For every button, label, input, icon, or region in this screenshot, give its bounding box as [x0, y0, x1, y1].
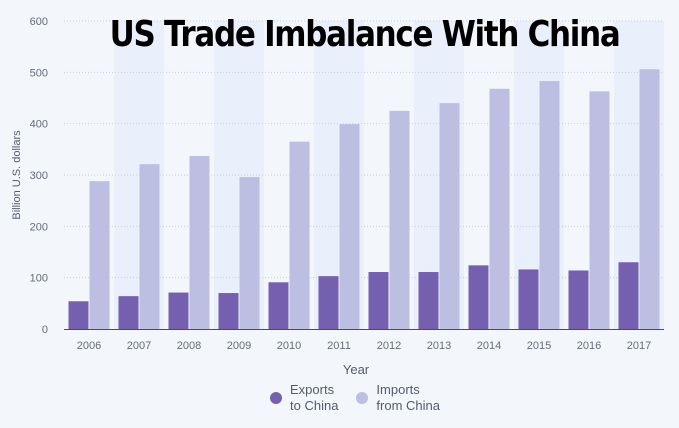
bar-imports[interactable] — [289, 141, 310, 329]
bar-imports[interactable] — [189, 156, 210, 329]
y-tick-label: 200 — [30, 221, 48, 233]
y-tick-label: 300 — [30, 170, 48, 182]
y-tick-label: 600 — [30, 16, 48, 28]
y-tick-label: 400 — [30, 119, 48, 131]
bar-exports[interactable] — [68, 301, 89, 329]
x-axis-title: Year — [343, 362, 370, 377]
legend-item-exports[interactable]: Exports to China — [270, 382, 338, 414]
bar-imports[interactable] — [139, 164, 160, 329]
bar-imports[interactable] — [589, 91, 610, 330]
x-tick-label: 2009 — [227, 340, 251, 352]
legend-dot-imports — [356, 392, 369, 404]
bar-exports[interactable] — [468, 265, 489, 329]
bar-exports[interactable] — [118, 296, 139, 329]
y-axis-title: Billion U.S. dollars — [11, 130, 23, 220]
bar-imports[interactable] — [489, 88, 510, 329]
bar-exports[interactable] — [268, 282, 289, 329]
x-tick-label: 2017 — [627, 340, 651, 352]
x-tick-label: 2016 — [577, 340, 601, 352]
legend-label-imports: Imports from China — [376, 382, 440, 413]
bar-imports[interactable] — [89, 181, 110, 329]
bar-imports[interactable] — [439, 103, 460, 329]
bar-exports[interactable] — [218, 293, 239, 329]
x-tick-label: 2013 — [427, 340, 451, 352]
bar-imports[interactable] — [339, 124, 360, 330]
x-tick-label: 2008 — [177, 340, 201, 352]
bar-imports[interactable] — [639, 69, 660, 330]
x-tick-label: 2014 — [477, 340, 501, 352]
bar-exports[interactable] — [418, 272, 439, 329]
y-tick-label: 100 — [30, 273, 48, 285]
x-tick-label: 2006 — [77, 340, 101, 352]
bar-imports[interactable] — [539, 81, 560, 329]
y-tick-label: 0 — [42, 324, 48, 336]
legend-item-imports[interactable]: Imports from China — [356, 382, 440, 414]
x-tick-label: 2010 — [277, 340, 301, 352]
bar-exports[interactable] — [368, 272, 389, 329]
chart-title: US Trade Imbalance With China — [109, 14, 621, 55]
bar-imports[interactable] — [239, 177, 260, 329]
x-tick-label: 2011 — [327, 340, 351, 352]
bar-exports[interactable] — [518, 269, 539, 329]
legend-label-exports: Exports to China — [290, 382, 339, 413]
x-tick-label: 2007 — [127, 340, 151, 352]
bar-exports[interactable] — [318, 276, 339, 329]
bar-exports[interactable] — [568, 270, 589, 329]
bar-imports[interactable] — [389, 110, 410, 329]
y-tick-label: 500 — [30, 67, 48, 79]
legend: Exports to China Imports from China — [270, 382, 440, 414]
bar-exports[interactable] — [168, 292, 189, 329]
x-tick-label: 2012 — [377, 340, 401, 352]
legend-dot-exports — [270, 392, 282, 404]
bar-exports[interactable] — [618, 262, 639, 329]
x-tick-label: 2015 — [527, 340, 551, 352]
